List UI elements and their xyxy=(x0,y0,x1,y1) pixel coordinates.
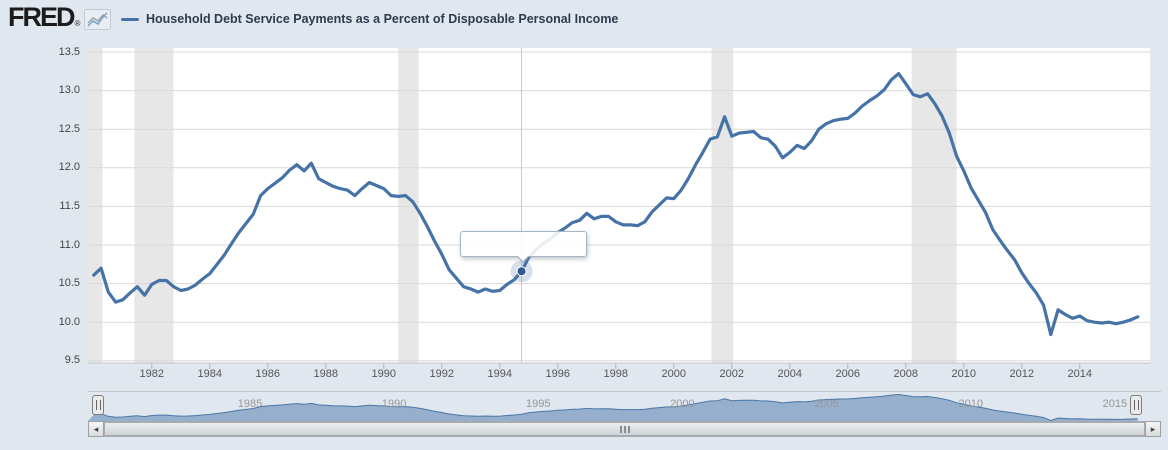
x-tick-label: 2008 xyxy=(893,368,919,380)
registered-trademark: ® xyxy=(74,19,81,28)
x-tick-label: 1984 xyxy=(197,368,223,380)
x-tick-label: 2010 xyxy=(951,368,977,380)
scrollbar-left-button[interactable]: ◂ xyxy=(88,421,104,437)
x-tick-label: 1996 xyxy=(545,368,571,380)
navigator-tick-label: 2015 xyxy=(1102,398,1128,410)
scrollbar-grip-icon xyxy=(619,425,622,433)
y-tick-label: 10.5 xyxy=(58,277,80,290)
series-legend: Household Debt Service Payments as a Per… xyxy=(121,12,618,26)
x-tick-label: 1986 xyxy=(255,368,281,380)
graph-header: FRED ® Household Debt Service Payments a… xyxy=(0,0,1168,44)
tooltip xyxy=(459,231,587,264)
navigator-handle-right[interactable] xyxy=(1130,395,1142,415)
navigator-tick-label: 1985 xyxy=(237,398,263,410)
y-tick-label: 11.5 xyxy=(59,199,80,212)
navigator-tick-label: 2010 xyxy=(958,398,983,410)
y-tick-label: 9.5 xyxy=(64,354,80,367)
x-tick-label: 1982 xyxy=(139,368,165,380)
sparkline-icon xyxy=(84,8,112,30)
scrollbar-right-button[interactable]: ▸ xyxy=(1145,421,1161,437)
scrollbar-thumb[interactable] xyxy=(104,422,1145,436)
scrollbar-track[interactable] xyxy=(104,421,1145,437)
navigator-tick-label: 2000 xyxy=(670,398,695,410)
x-tick-label: 2014 xyxy=(1067,368,1093,380)
x-tick-label: 2002 xyxy=(719,368,745,380)
y-tick-label: 12.0 xyxy=(58,161,80,174)
x-tick-label: 2006 xyxy=(835,368,861,380)
legend-line-marker-icon xyxy=(121,17,139,21)
x-tick-label: 1998 xyxy=(603,368,629,380)
x-tick-label: 2012 xyxy=(1009,368,1035,380)
y-tick-label: 12.5 xyxy=(58,122,80,135)
x-tick-label: 2000 xyxy=(661,368,687,380)
fred-logo[interactable]: FRED ® xyxy=(8,2,112,33)
x-tick-label: 1988 xyxy=(313,368,339,380)
legend-series-label: Household Debt Service Payments as a Per… xyxy=(146,12,619,26)
x-tick-label: 2004 xyxy=(777,368,803,380)
y-tick-label: 13.5 xyxy=(58,45,80,58)
navigator-tick-label: 2005 xyxy=(814,398,839,410)
x-tick-label: 1994 xyxy=(487,368,513,380)
y-tick-label: 13.0 xyxy=(58,84,80,97)
navigator-tick-label: 1995 xyxy=(526,398,551,410)
fred-wordmark: FRED xyxy=(8,2,75,32)
x-tick-label: 1990 xyxy=(371,368,397,380)
right-arrow-icon: ▸ xyxy=(1150,424,1156,434)
y-tick-label: 11.0 xyxy=(59,238,80,251)
navigator-tick-label: 1990 xyxy=(381,398,407,410)
navigator-handle-left[interactable] xyxy=(92,395,104,415)
x-tick-label: 1992 xyxy=(429,368,455,380)
y-tick-label: 10.0 xyxy=(58,315,80,328)
left-arrow-icon: ◂ xyxy=(93,424,99,434)
